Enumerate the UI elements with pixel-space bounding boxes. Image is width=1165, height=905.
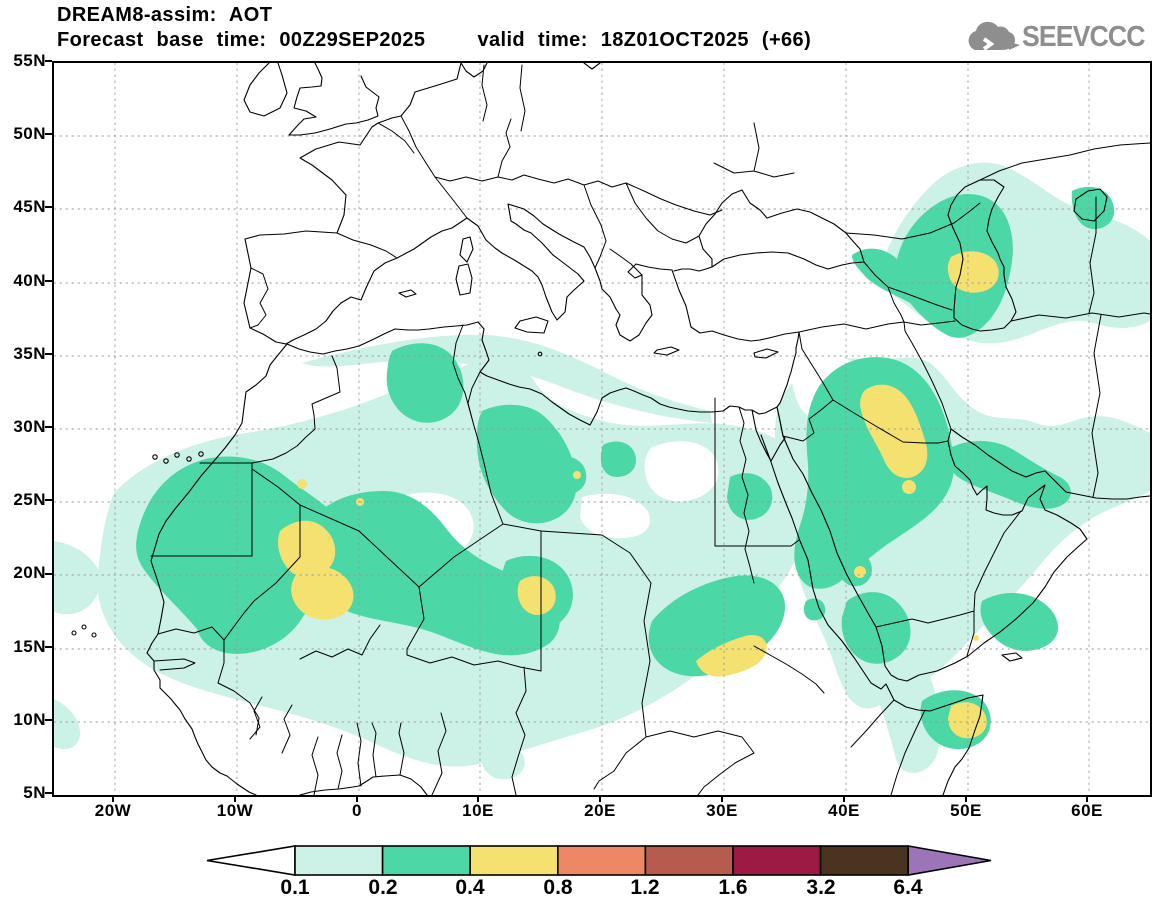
colorbar-over-arrow bbox=[907, 845, 992, 876]
lon-label-30e: 30E bbox=[706, 801, 738, 820]
lat-label-30n: 30N bbox=[13, 417, 46, 436]
logo-text: SEEVCCC bbox=[1021, 20, 1145, 53]
lat-label-50n: 50N bbox=[13, 124, 46, 143]
country-borders bbox=[150, 64, 1150, 795]
colorbar-label-1p2: 1.2 bbox=[630, 876, 660, 899]
colorbar-label-0p8: 0.8 bbox=[543, 876, 573, 899]
lat-tick bbox=[45, 646, 52, 648]
seevccc-logo: SEEVCCC bbox=[962, 16, 1155, 58]
aot-map bbox=[54, 63, 1150, 795]
lat-tick bbox=[45, 573, 52, 575]
colorbar bbox=[206, 845, 992, 876]
lat-tick bbox=[45, 719, 52, 721]
forecast-time-line: Forecast base time: 00Z29SEP2025 valid ti… bbox=[57, 29, 811, 52]
lon-tick bbox=[477, 795, 479, 802]
lon-label-10e: 10E bbox=[462, 801, 494, 820]
lat-label-55n: 55N bbox=[13, 51, 46, 70]
lon-tick bbox=[965, 795, 967, 802]
colorbar-segment bbox=[644, 845, 734, 876]
lat-tick bbox=[45, 792, 52, 794]
lat-tick bbox=[45, 499, 52, 501]
colorbar-label-1p6: 1.6 bbox=[718, 876, 748, 899]
lat-label-10n: 10N bbox=[13, 710, 46, 729]
colorbar-segment bbox=[381, 845, 472, 876]
lon-tick bbox=[599, 795, 601, 802]
colorbar-label-0p4: 0.4 bbox=[455, 876, 485, 899]
lon-tick bbox=[112, 795, 114, 802]
lon-label-40e: 40E bbox=[828, 801, 860, 820]
lon-label-20e: 20E bbox=[584, 801, 616, 820]
lat-label-15n: 15N bbox=[13, 637, 46, 656]
map-plot-area bbox=[52, 61, 1152, 797]
lon-label-10w: 10W bbox=[216, 801, 254, 820]
lat-tick bbox=[45, 206, 52, 208]
colorbar-label-3p2: 3.2 bbox=[806, 876, 836, 899]
lat-tick bbox=[45, 353, 52, 355]
lon-tick bbox=[843, 795, 845, 802]
colorbar-segment bbox=[819, 845, 909, 876]
forecast-base-time: Forecast base time: 00Z29SEP2025 bbox=[57, 29, 426, 51]
lon-tick bbox=[1086, 795, 1088, 802]
colorbar-segment bbox=[294, 845, 384, 876]
coastlines bbox=[71, 63, 1150, 795]
colorbar-segment bbox=[556, 845, 647, 876]
lat-tick bbox=[45, 426, 52, 428]
graticule bbox=[54, 63, 1150, 795]
colorbar-label-0p2: 0.2 bbox=[368, 876, 398, 899]
colorbar-under-arrow bbox=[206, 845, 296, 876]
aot-fill-level-0p2 bbox=[136, 186, 1115, 750]
colorbar-label-6p4: 6.4 bbox=[893, 876, 923, 899]
valid-time: valid time: 18Z01OCT2025 (+66) bbox=[477, 29, 812, 51]
lon-tick bbox=[234, 795, 236, 802]
lon-label-20w: 20W bbox=[94, 801, 132, 820]
page-title: DREAM8-assim: AOT bbox=[57, 4, 273, 26]
lat-tick bbox=[45, 60, 52, 62]
colorbar-segment bbox=[469, 845, 559, 876]
lon-label-0: 0 bbox=[352, 801, 362, 820]
lon-label-50e: 50E bbox=[950, 801, 982, 820]
lat-label-25n: 25N bbox=[13, 490, 46, 509]
cloud-logo-icon bbox=[968, 21, 1020, 51]
lat-label-45n: 45N bbox=[13, 197, 46, 216]
lat-label-5n: 5N bbox=[23, 783, 46, 802]
colorbar-label-0p1: 0.1 bbox=[280, 876, 310, 899]
lon-label-60e: 60E bbox=[1071, 801, 1103, 820]
lon-tick bbox=[356, 795, 358, 802]
lat-tick bbox=[45, 133, 52, 135]
colorbar-segment bbox=[732, 845, 822, 876]
lat-label-35n: 35N bbox=[13, 344, 46, 363]
lat-label-20n: 20N bbox=[13, 563, 46, 582]
lat-tick bbox=[45, 280, 52, 282]
lat-label-40n: 40N bbox=[13, 271, 46, 290]
lon-tick bbox=[721, 795, 723, 802]
